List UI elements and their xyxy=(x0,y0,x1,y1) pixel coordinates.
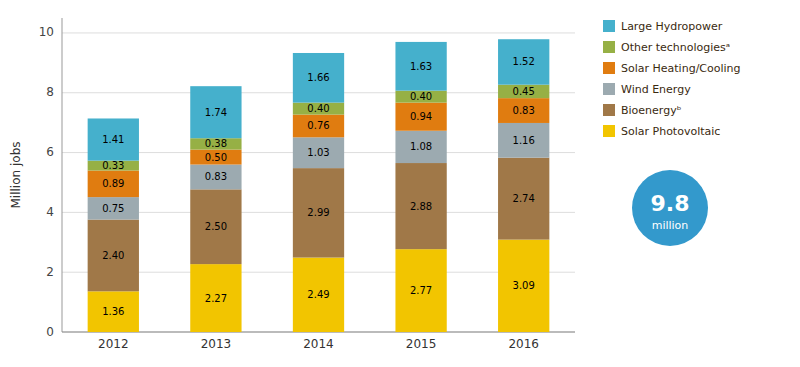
data-label: 1.03 xyxy=(307,147,329,158)
legend-label: Large Hydropower xyxy=(621,20,723,33)
x-tick-label: 2013 xyxy=(201,337,232,351)
data-label: 0.38 xyxy=(205,138,227,149)
grid xyxy=(62,33,575,332)
data-label: 1.63 xyxy=(410,61,432,72)
legend-label: Other technologiesᵃ xyxy=(621,41,730,54)
data-label: 1.08 xyxy=(410,141,432,152)
y-tick-label: 0 xyxy=(46,325,54,339)
data-label: 0.40 xyxy=(410,91,432,102)
data-label: 0.45 xyxy=(513,86,535,97)
grid-line xyxy=(62,32,575,33)
x-tick-label: 2014 xyxy=(303,337,334,351)
bar-segment xyxy=(190,86,241,138)
bar-segment xyxy=(395,91,446,103)
data-label: 0.75 xyxy=(102,203,124,214)
annotation-text: 9.8 xyxy=(651,191,690,216)
bar-segment xyxy=(88,171,139,198)
data-label: 2.27 xyxy=(205,293,227,304)
legend-swatch xyxy=(603,104,615,116)
legend-label: Solar Photovoltaic xyxy=(621,125,720,138)
data-label: 0.94 xyxy=(410,111,432,122)
bar-segment xyxy=(293,103,344,115)
chart: 0 2 4 6 8 10 Million jobs 2012 2013 2014 2015 2016 1… xyxy=(0,0,800,367)
data-label: 1.36 xyxy=(102,306,124,317)
bar-segment xyxy=(395,249,446,332)
y-tick-label: 10 xyxy=(39,25,54,39)
x-tick-label: 2016 xyxy=(508,337,539,351)
legend-label: Solar Heating/Cooling xyxy=(621,62,741,75)
annotation: 9.8 million xyxy=(632,170,708,246)
data-label: 0.89 xyxy=(102,178,124,189)
annotation-circle xyxy=(632,170,708,246)
bar-segment xyxy=(190,165,241,190)
bar-segment xyxy=(190,264,241,332)
bar-segment xyxy=(395,163,446,249)
legend-swatch xyxy=(603,125,615,137)
bar-segment xyxy=(88,220,139,292)
data-label: 2.74 xyxy=(513,193,535,204)
data-label: 2.88 xyxy=(410,201,432,212)
bar-segment xyxy=(293,137,344,168)
annotation-subtext: million xyxy=(652,219,689,232)
bar-segment xyxy=(498,39,549,84)
bar-segment xyxy=(395,42,446,91)
bar-segment xyxy=(88,291,139,332)
bar-segment xyxy=(88,118,139,160)
data-label: 1.41 xyxy=(102,134,124,145)
legend-swatch xyxy=(603,20,615,32)
bar-segment xyxy=(293,53,344,103)
bar-segment xyxy=(498,123,549,158)
bar-segment xyxy=(190,189,241,264)
legend-label: Wind Energy xyxy=(621,83,691,96)
data-label: 2.40 xyxy=(102,250,124,261)
bar-segment xyxy=(88,161,139,171)
y-tick-label: 2 xyxy=(46,265,54,279)
x-tick-label: 2012 xyxy=(98,337,129,351)
bar-segment xyxy=(498,85,549,98)
y-tick-label: 6 xyxy=(46,145,54,159)
bar-segment xyxy=(498,240,549,332)
data-label: 0.83 xyxy=(205,171,227,182)
data-label: 1.52 xyxy=(513,56,535,67)
y-axis xyxy=(62,18,63,332)
data-label: 1.74 xyxy=(205,107,227,118)
legend-label: Bioenergyᵇ xyxy=(621,104,682,117)
bars xyxy=(88,39,550,332)
y-axis-label: Million jobs xyxy=(9,142,23,209)
legend-swatch xyxy=(603,62,615,74)
data-label: 0.33 xyxy=(102,160,124,171)
legend: Large Hydropower Other technologiesᵃ Solar… xyxy=(603,20,741,138)
bar-segment xyxy=(293,168,344,257)
data-label: 0.40 xyxy=(307,103,329,114)
data-label: 1.66 xyxy=(307,72,329,83)
bar-segment xyxy=(190,150,241,165)
x-tick-label: 2015 xyxy=(406,337,437,351)
y-tick-label: 8 xyxy=(46,85,54,99)
bar-segment xyxy=(498,98,549,123)
bar-segment xyxy=(395,103,446,131)
data-label: 3.09 xyxy=(513,280,535,291)
bar-segment xyxy=(395,131,446,163)
bar-segment xyxy=(498,158,549,240)
legend-swatch xyxy=(603,83,615,95)
data-label: 2.50 xyxy=(205,221,227,232)
data-label: 1.16 xyxy=(513,135,535,146)
bar-segment xyxy=(293,115,344,138)
bar-segment xyxy=(88,197,139,219)
data-label: 0.76 xyxy=(307,120,329,131)
data-label: 0.83 xyxy=(513,105,535,116)
bar-segment xyxy=(190,138,241,149)
y-tick-label: 4 xyxy=(46,205,54,219)
data-label: 2.99 xyxy=(307,207,329,218)
legend-swatch xyxy=(603,41,615,53)
bar-segment xyxy=(293,258,344,332)
data-label: 2.49 xyxy=(307,289,329,300)
data-labels: 1.36 2.27 2.49 2.77 3.09 2.40 2.50 2.99 2.88 2.74… xyxy=(102,56,535,317)
data-label: 0.50 xyxy=(205,152,227,163)
data-label: 2.77 xyxy=(410,285,432,296)
